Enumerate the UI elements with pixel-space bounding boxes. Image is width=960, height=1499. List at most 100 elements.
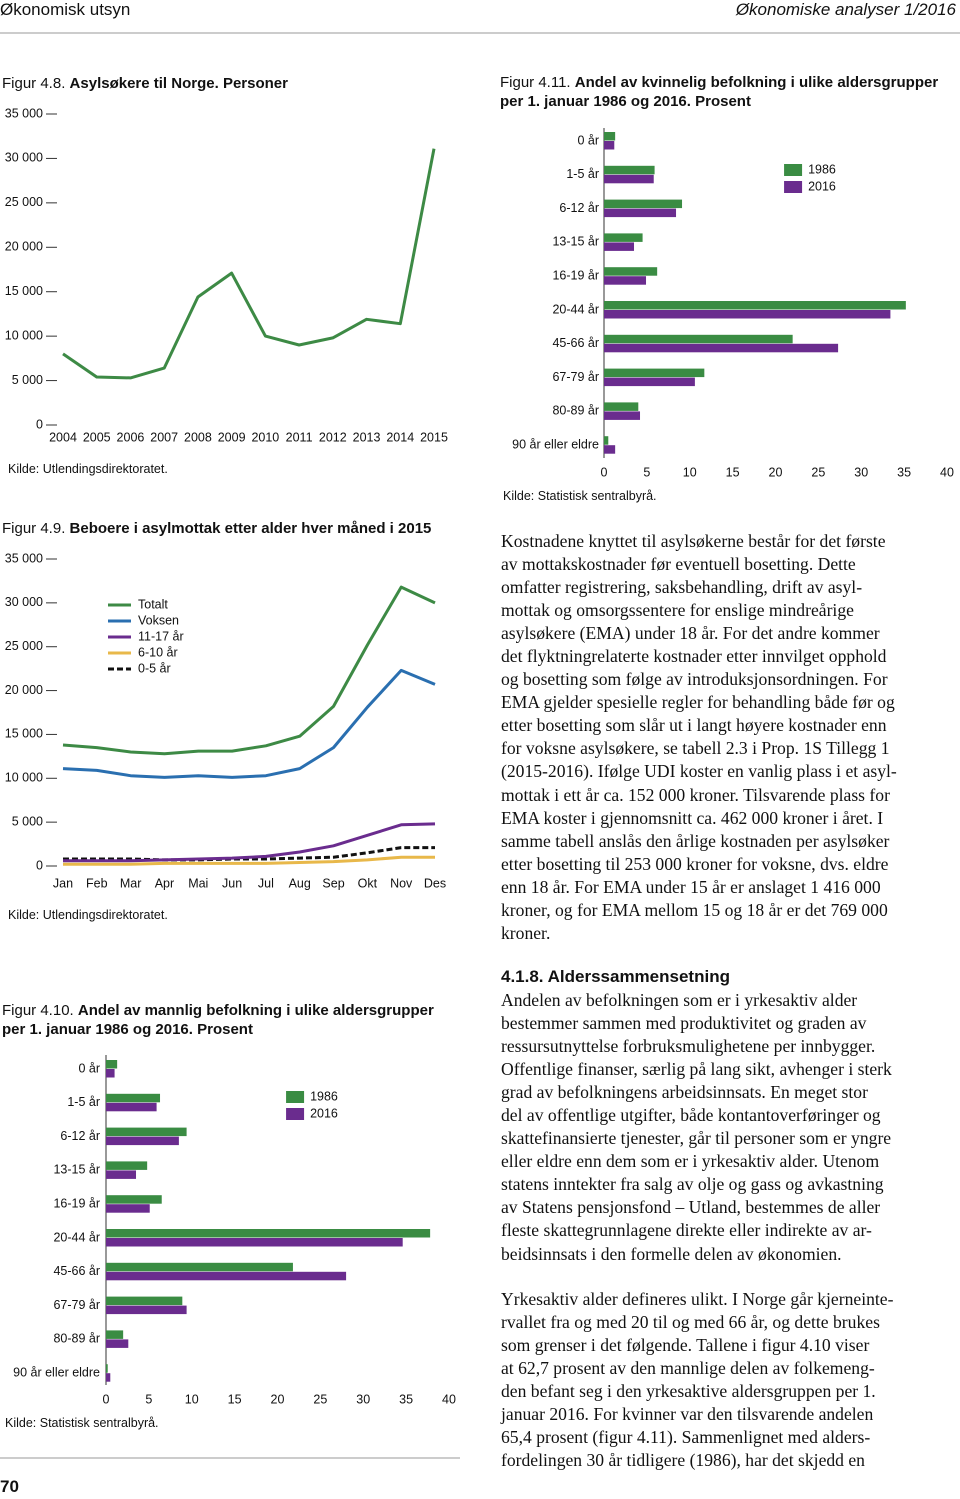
x-tick-label: 2009 xyxy=(218,430,246,444)
paragraph: Kostnadene knyttet til asylsøkerne bestå… xyxy=(501,530,897,945)
text-line: rvallet fra og med 20 til og med 66 år, … xyxy=(501,1312,880,1333)
x-tick-label: 15 xyxy=(228,1392,242,1406)
text-line: av mottakskostnader før eventuell bosett… xyxy=(501,554,856,575)
category-label: 45-66 år xyxy=(552,336,599,350)
legend-label: 1986 xyxy=(310,1089,338,1103)
y-tick-label: 30 000 xyxy=(5,595,43,609)
bar xyxy=(106,1069,115,1078)
y-tick-label: 5 000 xyxy=(12,373,43,387)
text-line: fleste skattegrunnlagene direkte eller i… xyxy=(501,1220,872,1241)
legend-swatch xyxy=(286,1108,305,1120)
bar xyxy=(604,445,616,454)
source: Kilde: Utlendingsdirektoratet. xyxy=(8,462,168,476)
source: Kilde: Statistisk sentralbyrå. xyxy=(503,489,657,503)
legend-label: 11-17 år xyxy=(138,629,184,643)
text-line: statens inntekter fra salg av olje og ga… xyxy=(501,1174,884,1195)
bar xyxy=(106,1102,157,1112)
y-tick-label: 15 000 xyxy=(5,284,43,298)
legend-swatch xyxy=(784,181,803,193)
bar xyxy=(604,208,677,218)
y-tick-label: 20 000 xyxy=(5,240,43,254)
x-tick-label: 5 xyxy=(643,465,650,479)
x-tick-label: Nov xyxy=(390,876,413,890)
y-tick-label: 25 000 xyxy=(5,195,43,209)
bar xyxy=(604,402,639,411)
x-tick-label: Des xyxy=(424,876,446,890)
section-heading: 4.1.8. Alderssammensetning xyxy=(501,967,730,986)
x-tick-label: 0 xyxy=(601,465,608,479)
x-tick-label: 2006 xyxy=(117,430,145,444)
bar xyxy=(604,199,683,209)
text-line: omfatter registrering, saksbehandling, d… xyxy=(501,577,863,598)
x-tick-label: Aug xyxy=(289,876,311,890)
x-tick-label: 2005 xyxy=(83,430,111,444)
x-tick-label: 30 xyxy=(854,465,868,479)
bar xyxy=(106,1127,187,1137)
bar xyxy=(604,233,643,242)
bar xyxy=(106,1093,161,1103)
text-line: mottak og omsorgssentere for enslige min… xyxy=(501,600,854,621)
y-tick-label: 0 xyxy=(36,858,43,872)
text-line: at 62,7 prosent av den mannlige delen av… xyxy=(501,1358,875,1379)
x-tick-label: 2013 xyxy=(353,430,381,444)
figure-heading: Andel av mannlig befolkning i ulike alde… xyxy=(2,1002,434,1038)
category-label: 16-19 år xyxy=(552,268,599,282)
y-tick-label: 10 000 xyxy=(5,328,43,342)
bar xyxy=(106,1305,187,1315)
data-line xyxy=(63,846,435,862)
text-line: ressursutnyttelse forbruksmulighetene pe… xyxy=(501,1036,876,1057)
paragraph: Andelen av befolkningen som er i yrkesak… xyxy=(501,989,892,1266)
data-line xyxy=(63,855,435,866)
y-tick-label: 5 000 xyxy=(12,814,43,828)
text-line: beidsinnsats i den formelle delen av øko… xyxy=(501,1243,842,1264)
category-label: 90 år eller eldre xyxy=(512,437,599,451)
text-line: av Statens pensjonsfond – Utland, bestem… xyxy=(501,1197,881,1218)
bar xyxy=(106,1229,431,1238)
legend-label: 2016 xyxy=(808,179,836,193)
x-tick-label: 20 xyxy=(769,465,783,479)
bar xyxy=(604,141,615,150)
paragraph: Yrkesaktiv alder defineres ulikt. I Norg… xyxy=(501,1288,893,1472)
category-label: 0 år xyxy=(78,1061,100,1075)
bar xyxy=(604,132,616,141)
legend-label: Totalt xyxy=(138,597,168,611)
bar xyxy=(106,1136,179,1146)
bar xyxy=(106,1364,108,1373)
x-tick-label: Sep xyxy=(322,876,344,890)
text-line: del av offentlige utgifter, både kontant… xyxy=(501,1105,881,1126)
bar xyxy=(604,310,891,319)
figure-title: Figur 4.9. Beboere i asylmottak etter al… xyxy=(2,519,462,538)
category-label: 67-79 år xyxy=(53,1298,100,1312)
bar xyxy=(604,242,635,251)
text-line: samme tabell anslås den årlige kostnaden… xyxy=(501,830,890,851)
legend-label: 0-5 år xyxy=(138,661,171,675)
bar xyxy=(106,1170,137,1179)
text-line: 65,4 prosent (figur 4.11). Sammenlignet … xyxy=(501,1427,871,1448)
figure-label: Figur 4.9. xyxy=(2,520,66,537)
data-line xyxy=(62,585,436,756)
x-tick-label: Jan xyxy=(53,876,73,890)
x-tick-label: 25 xyxy=(811,465,825,479)
figure-title: Figur 4.10. Andel av mannlig befolkning … xyxy=(2,1001,452,1039)
category-label: 6-12 år xyxy=(559,201,599,215)
y-tick-label: 35 000 xyxy=(5,551,43,565)
bar xyxy=(106,1262,293,1272)
bar xyxy=(604,174,654,184)
x-tick-label: 20 xyxy=(271,1392,285,1406)
legend-swatch xyxy=(286,1091,305,1103)
bar xyxy=(604,343,839,353)
legend-label: 6-10 år xyxy=(138,645,178,659)
text-line: og bosetting som følge av introduksjonso… xyxy=(501,669,888,690)
text-line: etter bosetting til 253 000 kroner for v… xyxy=(501,853,889,874)
category-label: 6-12 år xyxy=(60,1129,100,1143)
x-tick-label: 2012 xyxy=(319,430,347,444)
bar xyxy=(604,276,647,285)
x-tick-label: 40 xyxy=(442,1392,456,1406)
bar xyxy=(604,377,695,387)
data-line xyxy=(62,148,436,380)
bar xyxy=(106,1339,129,1348)
y-tick-label: 30 000 xyxy=(5,151,43,165)
category-label: 80-89 år xyxy=(552,404,599,418)
